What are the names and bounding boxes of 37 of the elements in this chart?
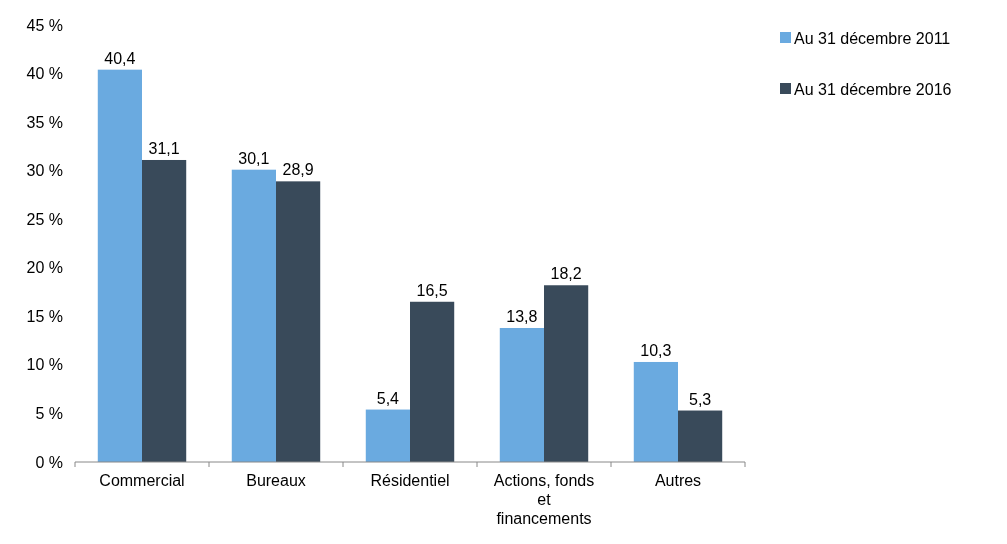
bar [678,410,723,462]
x-tick-label: Autres [654,472,702,489]
x-tick-label: Résidentiel [370,472,450,489]
y-tick-label: 45 % [26,16,63,34]
data-label: 18,2 [550,265,582,283]
y-tick-label: 30 % [26,162,63,180]
data-label: 28,9 [282,161,314,179]
data-label: 5,3 [688,390,712,408]
bar [142,159,187,462]
legend-label: Au 31 décembre 2011 [794,29,951,47]
data-label: 10,3 [640,341,672,359]
y-tick-label: 5 % [35,405,63,423]
x-tick-label: Commercial [99,472,185,489]
data-label: 5,4 [376,389,400,407]
bar [499,327,544,462]
y-tick-label: 20 % [26,259,63,277]
data-label: 40,4 [104,49,136,67]
bar [365,409,410,462]
y-tick-label: 35 % [26,113,63,131]
y-tick-label: 0 % [35,453,63,471]
bar [633,361,678,462]
data-label: 30,1 [238,149,270,167]
x-tick-label: Bureaux [246,472,306,489]
bar [97,69,142,462]
x-tick-label: Actions, fonds et financements [493,472,595,527]
data-label: 31,1 [148,139,180,157]
y-tick-label: 10 % [26,356,63,374]
y-tick-label: 25 % [26,210,63,228]
data-label: 16,5 [416,281,448,299]
bar [410,301,455,462]
data-label: 13,8 [506,307,538,325]
legend-label: Au 31 décembre 2016 [794,80,952,98]
bar [276,181,321,462]
y-tick-label: 15 % [26,307,63,325]
bar [231,169,276,462]
bar [544,285,589,462]
y-tick-label: 40 % [26,65,63,83]
